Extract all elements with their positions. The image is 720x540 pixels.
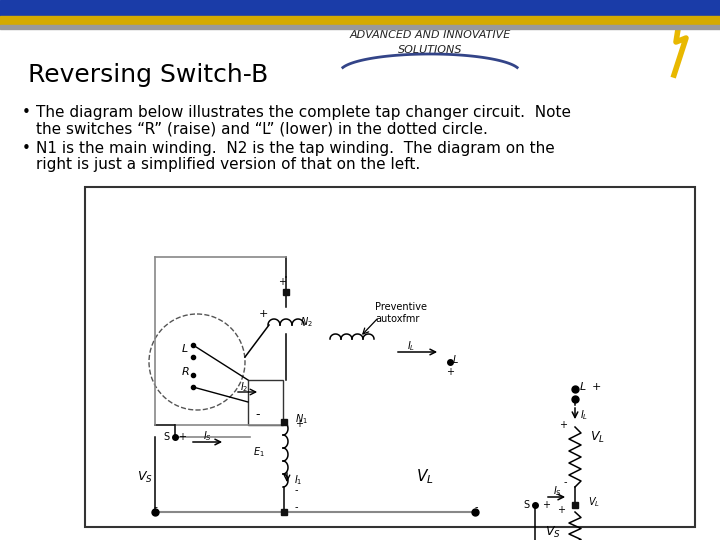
Text: ndp: ndp [650, 40, 716, 70]
Text: $I_2$: $I_2$ [240, 380, 248, 394]
Text: +: + [178, 432, 186, 442]
Text: +: + [258, 309, 268, 319]
Text: $N_2$: $N_2$ [300, 315, 313, 329]
Text: SOLUTIONS: SOLUTIONS [397, 45, 462, 55]
Text: $I_L$: $I_L$ [580, 408, 588, 422]
Text: $N_1$: $N_1$ [295, 412, 308, 426]
Text: $I_S$: $I_S$ [203, 429, 212, 443]
Text: -: - [295, 502, 299, 512]
Text: $I_1$: $I_1$ [294, 473, 302, 487]
Text: •: • [22, 105, 31, 120]
Text: autoxfmr: autoxfmr [375, 314, 419, 324]
Text: -: - [295, 485, 299, 495]
Text: TECHNOLOGIES INC.: TECHNOLOGIES INC. [650, 78, 706, 83]
Text: +: + [446, 367, 454, 377]
Text: N1 is the main winding.  N2 is the tap winding.  The diagram on the: N1 is the main winding. N2 is the tap wi… [36, 141, 554, 156]
Bar [0, 25, 720, 29]
Text: $V_L$: $V_L$ [590, 429, 605, 444]
Text: $V_L$: $V_L$ [416, 468, 434, 487]
Bar [248, 380, 283, 425]
Text: $I_L$: $I_L$ [407, 339, 415, 353]
Text: +: + [278, 277, 286, 287]
Bar [283, 289, 289, 295]
Text: +: + [557, 505, 565, 515]
Text: L: L [580, 382, 586, 392]
Text: +: + [592, 382, 601, 392]
Text: +: + [295, 419, 303, 429]
Text: $E_1$: $E_1$ [253, 445, 265, 459]
Text: right is just a simplified version of that on the left.: right is just a simplified version of th… [36, 157, 420, 172]
Text: S: S [524, 500, 530, 510]
Text: R: R [182, 367, 190, 377]
Text: $V_S$: $V_S$ [137, 469, 153, 484]
Bar [0, 0, 720, 16]
Text: $V_S$: $V_S$ [545, 524, 561, 539]
Text: L: L [453, 355, 459, 365]
Text: Preventive: Preventive [375, 302, 427, 312]
Bar [281, 509, 287, 515]
Text: S: S [164, 432, 170, 442]
Text: the switches “R” (raise) and “L” (lower) in the dotted circle.: the switches “R” (raise) and “L” (lower)… [36, 121, 488, 136]
Text: L: L [182, 344, 188, 354]
Text: •: • [22, 141, 31, 156]
Text: -: - [256, 408, 260, 422]
Bar [0, 16, 720, 25]
Bar [572, 502, 578, 508]
Bar [620, 5, 715, 90]
Text: -: - [475, 502, 479, 512]
Text: -: - [153, 502, 157, 512]
Text: -: - [564, 477, 567, 487]
Bar [85, 187, 695, 527]
Text: +: + [542, 500, 550, 510]
Bar [281, 419, 287, 425]
Text: The diagram below illustrates the complete tap changer circuit.  Note: The diagram below illustrates the comple… [36, 105, 571, 120]
Text: $I_S$: $I_S$ [553, 484, 562, 498]
Text: +: + [559, 420, 567, 430]
Text: $V_L$: $V_L$ [588, 495, 600, 509]
Text: Reversing Switch-B: Reversing Switch-B [28, 63, 269, 87]
Text: ADVANCED AND INNOVATIVE: ADVANCED AND INNOVATIVE [349, 30, 510, 40]
